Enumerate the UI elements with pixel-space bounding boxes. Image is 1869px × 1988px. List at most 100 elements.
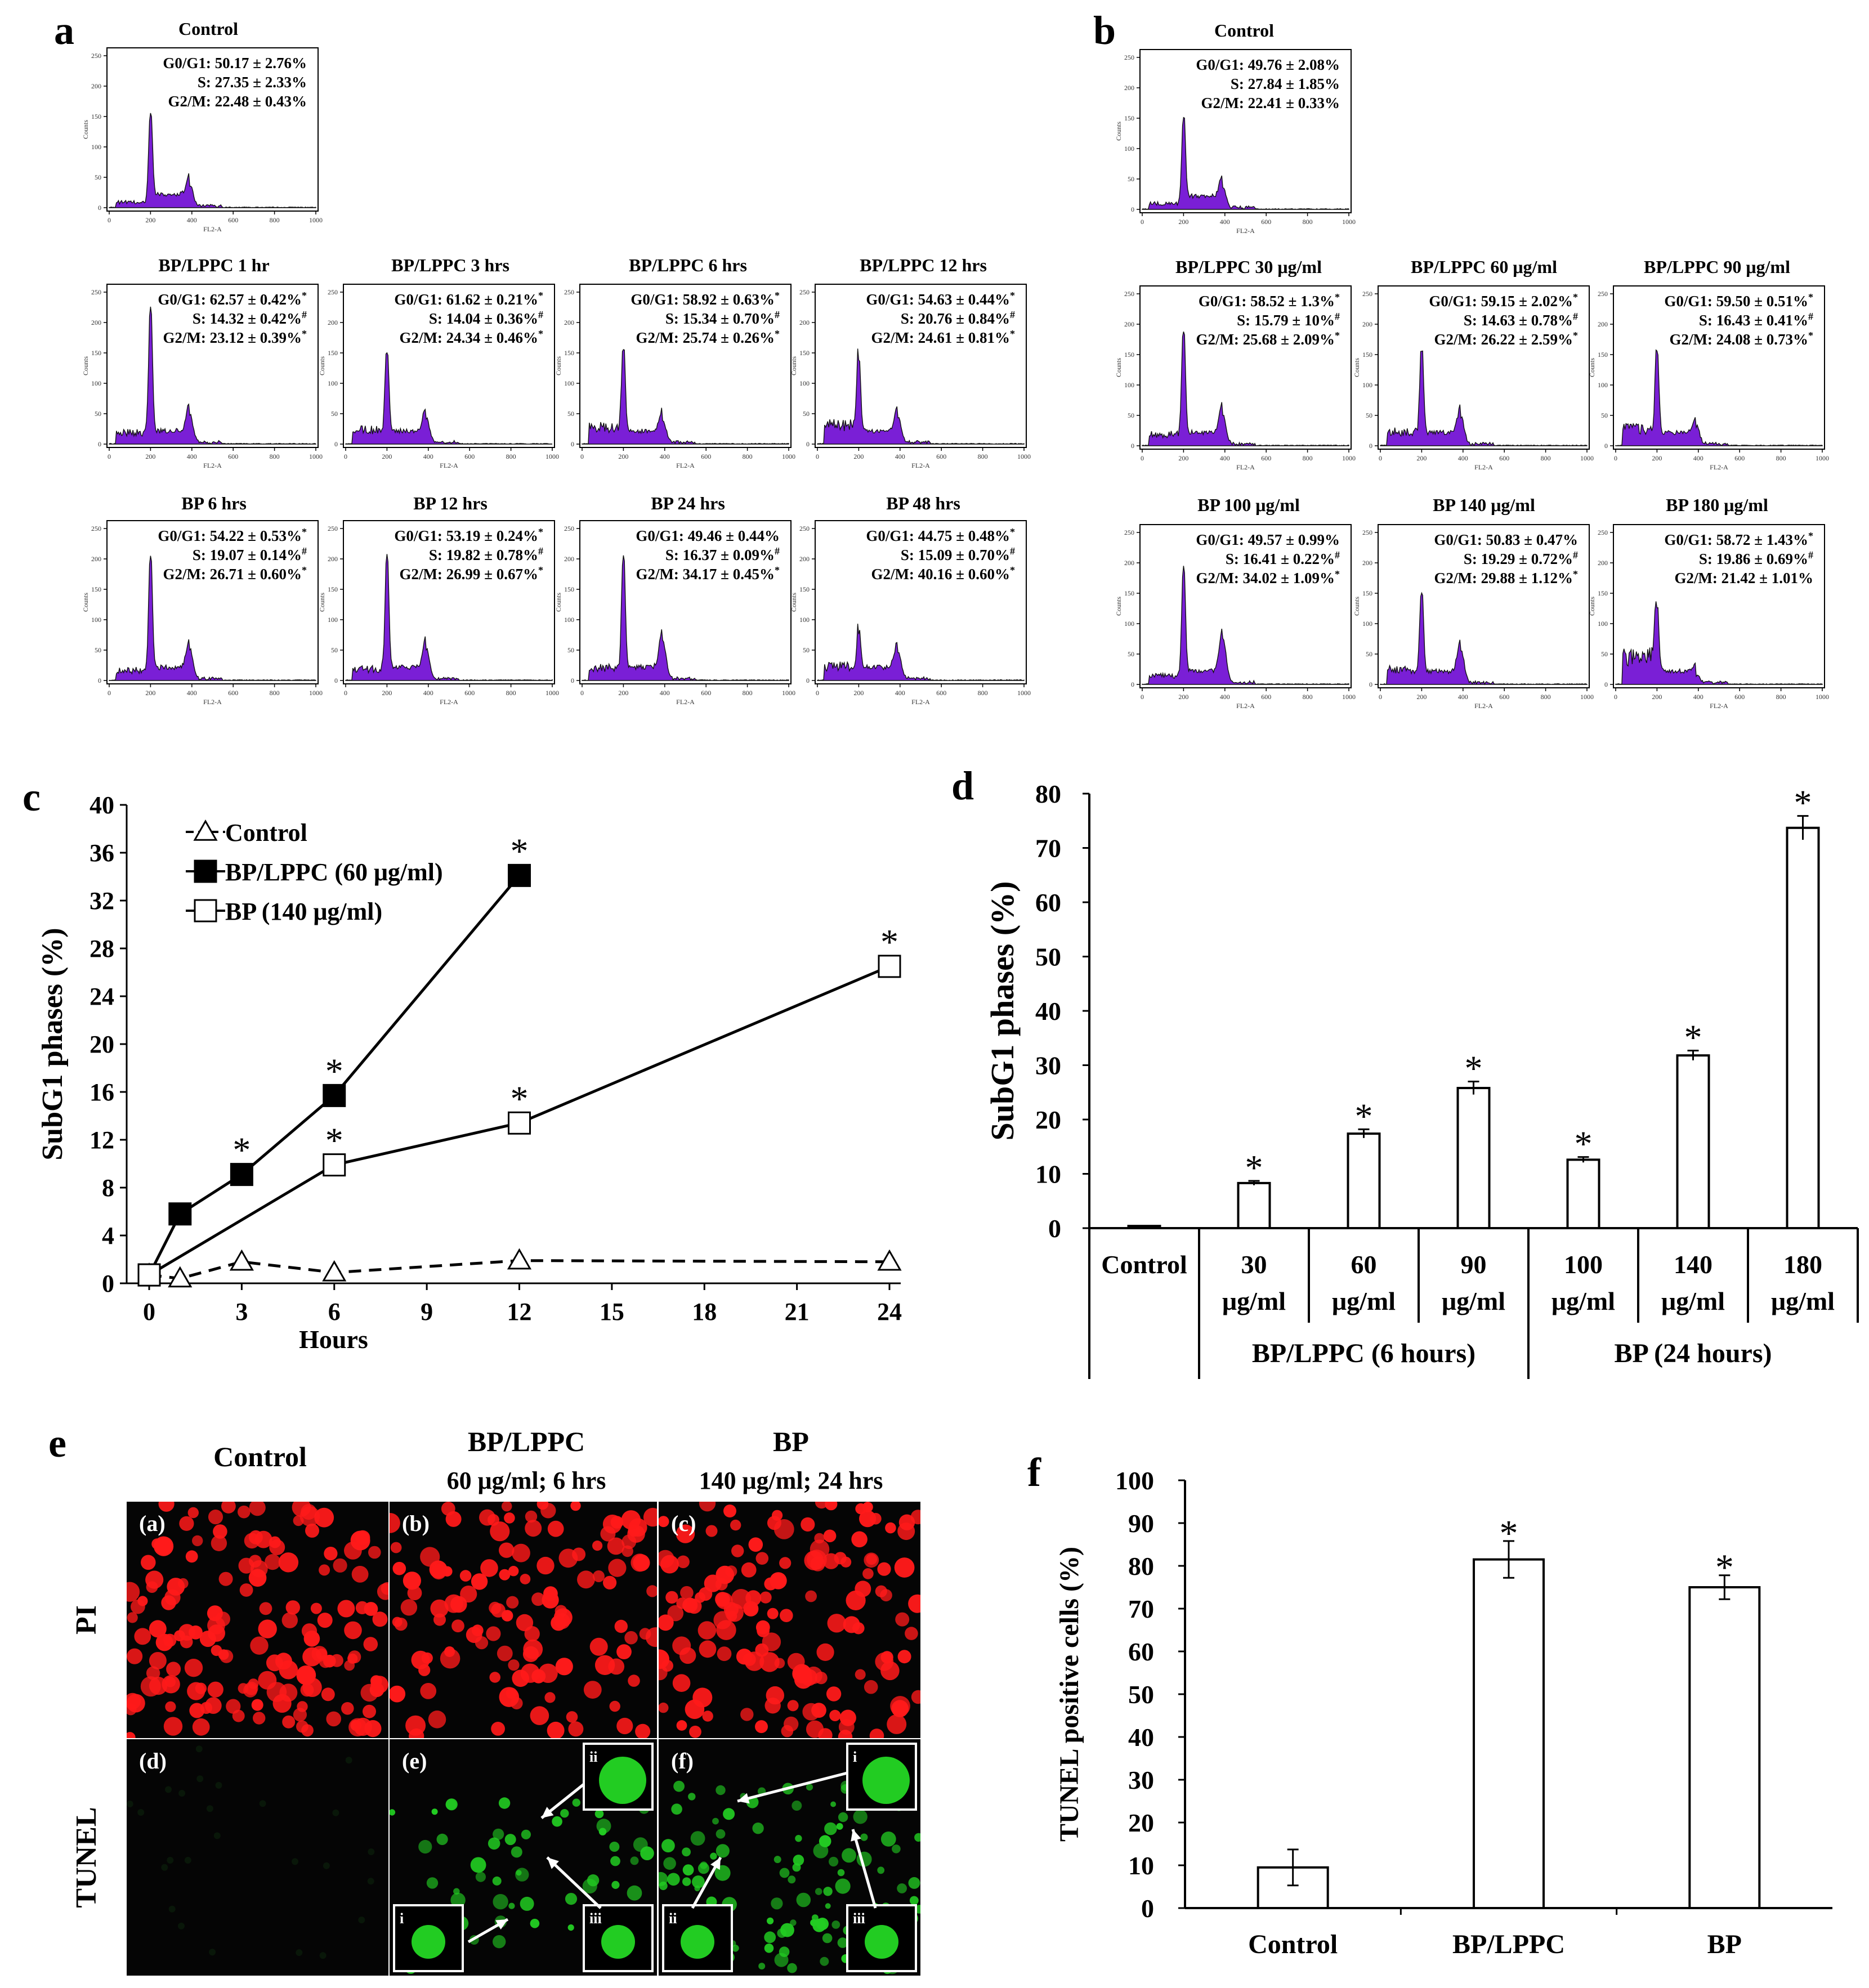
data-point	[323, 1083, 346, 1107]
pi-stained-cell	[292, 1502, 311, 1517]
tunel-positive-cell	[788, 1875, 796, 1884]
x-tick-label: 400	[423, 689, 433, 697]
histogram-title: BP 180 μg/ml	[1666, 495, 1768, 515]
x-axis-label: FL2-A	[440, 462, 458, 469]
dim-cell	[167, 1857, 174, 1864]
pi-stained-cell	[232, 1709, 245, 1722]
x-axis-label: FL2-A	[1236, 227, 1255, 235]
pi-stained-cell	[254, 1530, 272, 1548]
phase-value: 59.15 ± 2.02%	[1481, 293, 1573, 310]
micrograph-label: (d)	[139, 1748, 167, 1774]
phase-label: G2/M:	[399, 329, 446, 346]
pi-stained-cell	[250, 1636, 269, 1655]
phase-stat: G2/M: 24.61 ± 0.81%*	[871, 328, 1015, 346]
pi-stained-cell	[440, 1648, 460, 1669]
y-tick-label: 50	[1366, 650, 1372, 658]
inset-cell	[862, 1757, 910, 1804]
significance-asterisk: *	[1715, 1547, 1734, 1588]
x-tick-label: 0	[1141, 454, 1144, 462]
x-tick-label: 600	[1499, 693, 1509, 701]
significance-asterisk: *	[1575, 1124, 1593, 1164]
pi-stained-cell	[281, 1612, 298, 1628]
pi-stained-cell	[628, 1674, 640, 1687]
phase-stat: G0/G1: 49.76 ± 2.08%	[1196, 56, 1340, 73]
x-tick-label: 400	[1458, 454, 1468, 462]
phase-value: 40.16 ± 0.60%	[918, 566, 1010, 583]
category-unit: μg/ml	[1442, 1287, 1505, 1315]
phase-value: 54.63 ± 0.44%	[918, 291, 1010, 308]
phase-stat: S: 14.04 ± 0.36%#	[429, 309, 543, 327]
pi-stained-cell	[163, 1717, 183, 1736]
y-tick-label: 200	[1124, 559, 1134, 567]
significance-mark: #	[1808, 311, 1813, 322]
pi-stained-cell	[293, 1515, 304, 1526]
data-point	[137, 1263, 161, 1287]
x-tick-label: 400	[1693, 454, 1703, 462]
histogram-frame	[1139, 285, 1352, 450]
zoom-inset	[583, 1904, 654, 1972]
y-tick-label: 0	[571, 440, 574, 448]
micrograph-tile: (a)	[127, 1502, 388, 1738]
x-tick-label: 1000	[309, 216, 323, 224]
pi-stained-cell	[659, 1614, 674, 1631]
pi-stained-cell	[542, 1591, 559, 1609]
pi-stained-cell	[471, 1573, 488, 1590]
phase-label: G0/G1:	[1196, 56, 1248, 73]
pi-stained-cell	[540, 1503, 556, 1519]
x-tick-label: 21	[785, 1298, 810, 1326]
y-axis-label: Counts	[82, 120, 90, 139]
tunel-positive-cell	[667, 1873, 680, 1886]
phase-label: G2/M:	[636, 566, 682, 583]
phase-value: 44.75 ± 0.48%	[918, 527, 1010, 544]
y-tick-label: 100	[799, 379, 810, 387]
pi-stained-cell	[766, 1686, 785, 1705]
phase-label: S:	[1699, 312, 1716, 329]
panel-letter-c: c	[23, 774, 41, 820]
histogram-frame	[579, 284, 792, 448]
tunel-positive-cell	[488, 1837, 500, 1850]
phase-stat: G2/M: 25.74 ± 0.26%*	[636, 328, 780, 346]
y-tick-label: 0	[334, 677, 338, 684]
x-tick-label: 400	[660, 689, 670, 697]
phase-value: 24.08 ± 0.73%	[1716, 331, 1808, 348]
pi-stained-cell	[491, 1722, 505, 1736]
pi-stained-cell	[317, 1613, 333, 1628]
dim-cell	[137, 1809, 145, 1816]
category-unit: μg/ml	[1551, 1287, 1615, 1315]
x-tick-label: 600	[936, 689, 946, 697]
bar	[1456, 1087, 1491, 1230]
pi-stained-cell	[319, 1564, 330, 1576]
phase-stat: G2/M: 22.41 ± 0.33%	[1201, 95, 1340, 111]
y-tick-label: 0	[98, 440, 101, 448]
tunel-positive-cell	[792, 1801, 802, 1811]
y-tick-label: 0	[1369, 442, 1372, 450]
pi-stained-cell	[748, 1537, 763, 1552]
pi-stained-cell	[851, 1531, 868, 1548]
x-axis-label: FL2-A	[1710, 702, 1728, 710]
significance-mark: *	[1010, 328, 1015, 339]
y-tick-label: 0	[806, 677, 810, 684]
significance-mark: #	[1808, 549, 1813, 561]
x-tick-label: 800	[506, 453, 516, 460]
pi-stained-cell	[364, 1602, 378, 1616]
pointer-arrow	[851, 1829, 877, 1909]
tunel-positive-cell	[773, 1856, 781, 1864]
y-tick-label: 250	[1598, 290, 1608, 298]
pi-stained-cell	[759, 1591, 772, 1604]
phase-label: G0/G1:	[631, 291, 682, 308]
pi-stained-cell	[333, 1558, 347, 1573]
y-axis-label: Counts	[790, 356, 798, 375]
pi-stained-cell	[894, 1557, 915, 1578]
y-tick-label: 100	[1124, 381, 1134, 389]
arrow-head	[851, 1829, 861, 1842]
phase-stat: S: 19.07 ± 0.14%#	[193, 545, 307, 563]
panel-letter-e: e	[48, 1421, 66, 1466]
y-tick-label: 250	[91, 525, 101, 532]
pi-stained-cell	[350, 1530, 370, 1551]
tunel-positive-cell	[836, 1823, 843, 1830]
pi-stained-cell	[686, 1599, 702, 1614]
pi-stained-cell	[810, 1539, 830, 1559]
pi-stained-cell	[301, 1724, 314, 1737]
